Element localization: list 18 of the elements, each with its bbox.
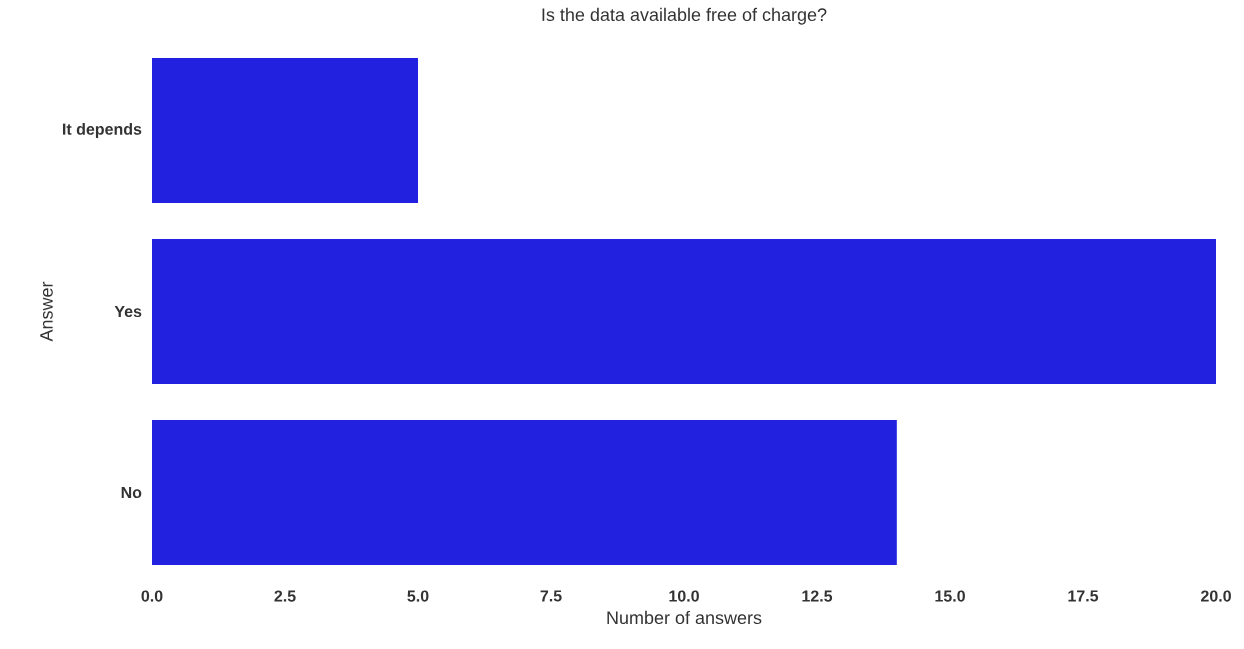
x-tick-label: 0.0: [141, 590, 163, 602]
x-tick-label: 2.5: [274, 590, 296, 602]
x-tick-label: 5.0: [407, 590, 429, 602]
chart-title: Is the data available free of charge?: [542, 7, 827, 25]
bar: [152, 420, 897, 565]
x-tick-label: 17.5: [1068, 590, 1099, 602]
x-tick-label: 15.0: [935, 590, 965, 602]
y-tick-label: No: [121, 486, 142, 499]
x-tick-label: 10.0: [669, 590, 699, 602]
y-tick-label: It depends: [63, 123, 142, 138]
y-axis-title: Answer: [40, 281, 53, 342]
x-tick-label: 20.0: [1201, 590, 1231, 602]
bar: [152, 58, 419, 203]
x-tick-label: 12.5: [802, 590, 833, 602]
y-tick-label: Yes: [114, 305, 142, 318]
bar: [152, 239, 1217, 384]
x-axis-title: Number of answers: [607, 610, 762, 625]
x-tick-label: 7.5: [540, 590, 562, 602]
